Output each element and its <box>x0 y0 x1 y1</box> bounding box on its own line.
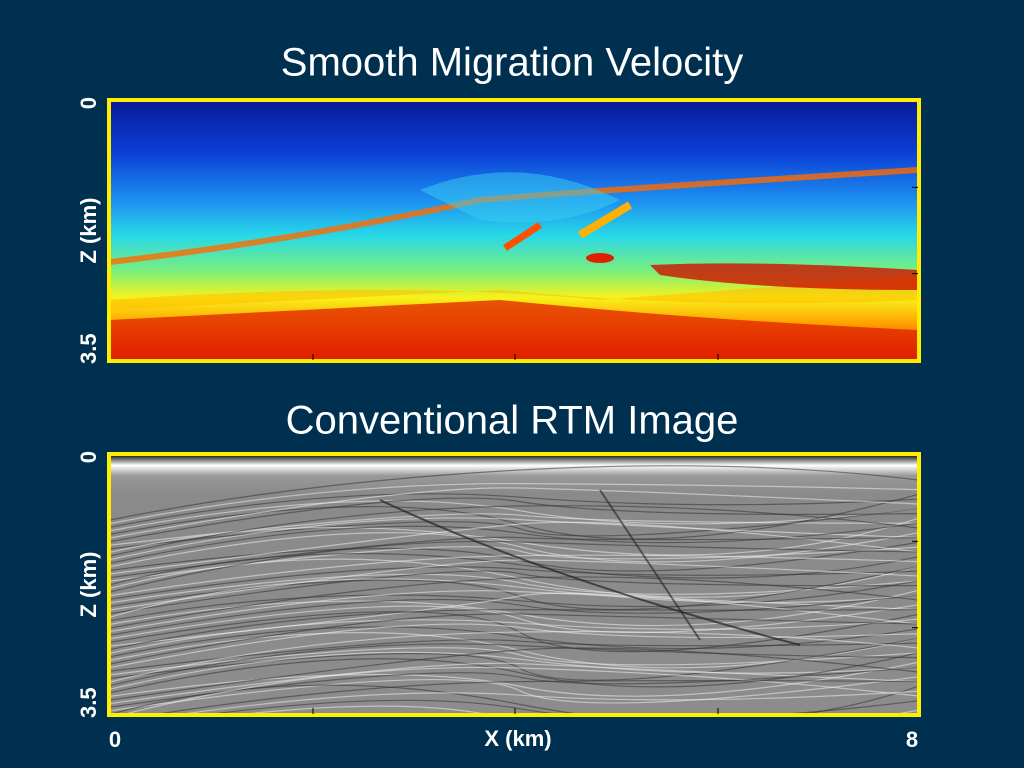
y-axis-label: Z (km) <box>76 198 101 264</box>
frame <box>107 452 921 717</box>
velocity-image <box>110 101 918 360</box>
reflector <box>110 493 918 528</box>
y-axis-label: 3.5 <box>76 687 101 718</box>
reflector <box>110 566 918 600</box>
reflector <box>110 465 918 521</box>
panel-title: Smooth Migration Velocity <box>281 41 743 85</box>
panel-title: Conventional RTM Image <box>286 399 739 443</box>
y-axis-label: Z (km) <box>76 552 101 618</box>
layer <box>420 172 620 223</box>
layer <box>586 253 614 263</box>
reflector <box>110 580 918 622</box>
fault <box>379 499 801 646</box>
reflector <box>110 517 918 561</box>
reflector <box>110 576 918 629</box>
reflector <box>110 497 918 543</box>
layer <box>503 222 542 251</box>
reflector <box>110 651 918 690</box>
reflector <box>110 570 918 615</box>
reflector <box>240 705 918 714</box>
rtm-image <box>110 455 918 714</box>
reflector <box>110 482 918 525</box>
layer <box>577 201 633 239</box>
fault <box>599 489 701 641</box>
reflector <box>110 513 918 546</box>
y-axis-label: 0 <box>76 97 101 109</box>
reflector <box>110 652 918 694</box>
reflector <box>153 680 918 714</box>
reflector <box>110 647 918 676</box>
layer <box>110 300 918 360</box>
reflector <box>179 690 918 714</box>
reflector <box>110 590 918 633</box>
reflector <box>110 554 918 597</box>
reflector <box>110 604 918 640</box>
reflector <box>110 608 918 651</box>
reflector <box>110 500 918 532</box>
layer <box>110 275 918 310</box>
axes: 0 3.5 Z (km) 0 3.5 Z (km) 0 8 X (km) <box>76 97 918 752</box>
reflector <box>110 487 918 539</box>
reflector <box>110 661 918 697</box>
reflector <box>110 536 918 579</box>
reflector <box>110 521 918 575</box>
reflector <box>110 573 918 604</box>
x-tick-label: 8 <box>906 727 918 752</box>
reflector <box>110 662 918 705</box>
reflector <box>207 699 918 714</box>
reflector <box>110 508 918 550</box>
reflector <box>122 666 918 714</box>
reflector <box>110 559 918 611</box>
y-axis-label: 0 <box>76 451 101 463</box>
reflector <box>110 643 918 687</box>
reflector <box>110 540 918 593</box>
reflector <box>110 676 918 712</box>
reflector <box>110 647 918 701</box>
reflector <box>110 623 918 669</box>
reflector <box>110 505 918 557</box>
x-tick-label: 0 <box>109 727 121 752</box>
reflector <box>110 618 918 654</box>
reflector <box>110 594 918 636</box>
reflector <box>110 630 918 683</box>
layer <box>650 263 918 290</box>
y-axis-label: 3.5 <box>76 333 101 364</box>
x-axis-label: X (km) <box>484 726 551 751</box>
reflector <box>110 639 918 672</box>
reflector <box>110 613 918 665</box>
reflector <box>110 578 918 618</box>
frame <box>107 98 921 363</box>
rtm-field <box>110 455 918 714</box>
reflector <box>110 522 918 564</box>
